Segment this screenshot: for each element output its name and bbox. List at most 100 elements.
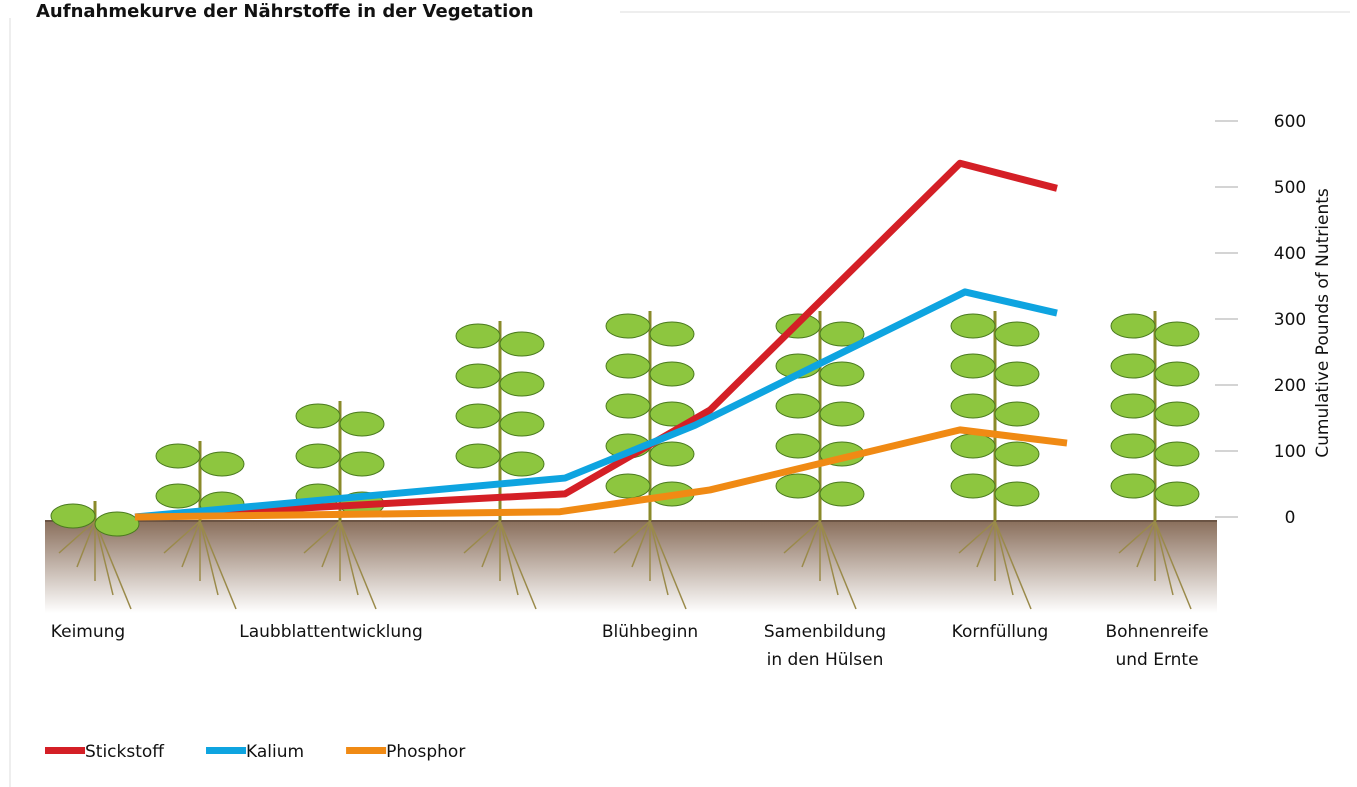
series-line xyxy=(134,288,1058,521)
series-line xyxy=(134,159,1058,521)
leaf xyxy=(950,313,996,339)
stage-label: Samenbildung in den Hülsen xyxy=(763,622,887,670)
leaf xyxy=(155,483,201,509)
leaf xyxy=(1110,313,1156,339)
root xyxy=(819,520,857,610)
stage-label: Kornfüllung xyxy=(951,622,1049,642)
y-tick-label: 300 xyxy=(1274,310,1306,330)
root xyxy=(94,520,114,596)
root xyxy=(339,520,377,610)
leaf xyxy=(649,401,695,427)
stage-label: Bohnenreife und Ernte xyxy=(1105,622,1209,670)
leaf xyxy=(1110,433,1156,459)
leaf xyxy=(455,323,501,349)
leaf xyxy=(819,321,865,347)
y-tick-label: 500 xyxy=(1274,178,1306,198)
leaf xyxy=(649,441,695,467)
legend-label: Phosphor xyxy=(386,742,465,762)
root xyxy=(1136,520,1156,568)
leaf xyxy=(339,411,385,437)
root xyxy=(1154,520,1192,610)
leaf xyxy=(1154,441,1200,467)
root xyxy=(1118,520,1156,554)
leaf xyxy=(950,433,996,459)
legend-label: Kalium xyxy=(246,742,304,762)
root xyxy=(783,520,821,554)
legend-swatch xyxy=(45,747,85,754)
root xyxy=(181,520,201,568)
leaf xyxy=(819,401,865,427)
leaf xyxy=(199,451,245,477)
leaf xyxy=(649,321,695,347)
root xyxy=(1154,520,1174,596)
leaf xyxy=(1154,481,1200,507)
leaf xyxy=(499,451,545,477)
y-tick-label: 400 xyxy=(1274,244,1306,264)
leaf xyxy=(1110,393,1156,419)
leaf xyxy=(950,473,996,499)
leaf xyxy=(994,361,1040,387)
stage-label: Laubblattentwicklung xyxy=(239,622,423,642)
leaf xyxy=(994,441,1040,467)
root xyxy=(303,520,341,554)
stage-label: Blühbeginn xyxy=(601,622,699,642)
leaf xyxy=(455,443,501,469)
root xyxy=(613,520,651,554)
y-axis-label: Cumulative Pounds of Nutrients xyxy=(1313,188,1333,458)
y-tick-label: 100 xyxy=(1274,442,1306,462)
root xyxy=(819,520,839,596)
root xyxy=(994,520,1014,596)
leaf xyxy=(1154,361,1200,387)
chart-title: Aufnahmekurve der Nährstoffe in der Vege… xyxy=(36,1,534,22)
root xyxy=(481,520,501,568)
leaf xyxy=(50,503,96,529)
y-tick-label: 0 xyxy=(1285,508,1296,528)
leaf xyxy=(1110,473,1156,499)
root xyxy=(199,520,219,596)
root xyxy=(463,520,501,554)
root xyxy=(976,520,996,568)
leaf xyxy=(455,363,501,389)
root xyxy=(958,520,996,554)
y-tick-label: 200 xyxy=(1274,376,1306,396)
root xyxy=(499,520,519,596)
leaf xyxy=(819,361,865,387)
leaf xyxy=(819,481,865,507)
leaf xyxy=(499,331,545,357)
root xyxy=(199,520,237,610)
leaf xyxy=(649,361,695,387)
root xyxy=(76,520,96,568)
root xyxy=(58,520,96,554)
root xyxy=(94,520,132,610)
leaf xyxy=(775,393,821,419)
root xyxy=(649,520,669,596)
leaf xyxy=(1110,353,1156,379)
stage-label: Keimung xyxy=(50,622,126,642)
leaf xyxy=(1154,401,1200,427)
root xyxy=(339,520,359,596)
leaf xyxy=(775,473,821,499)
legend-swatch xyxy=(346,747,387,754)
y-tick-label: 600 xyxy=(1274,112,1306,132)
leaf xyxy=(605,353,651,379)
leaf xyxy=(605,393,651,419)
leaf xyxy=(295,443,341,469)
root xyxy=(321,520,341,568)
root xyxy=(499,520,537,610)
root xyxy=(649,520,687,610)
leaf xyxy=(339,451,385,477)
root xyxy=(994,520,1032,610)
leaf xyxy=(994,321,1040,347)
leaf xyxy=(455,403,501,429)
soil xyxy=(45,521,1217,613)
leaf xyxy=(295,403,341,429)
root xyxy=(163,520,201,554)
series-line xyxy=(134,426,1068,521)
root xyxy=(801,520,821,568)
leaf xyxy=(950,393,996,419)
leaf xyxy=(499,371,545,397)
leaf xyxy=(94,511,140,537)
leaf xyxy=(605,313,651,339)
